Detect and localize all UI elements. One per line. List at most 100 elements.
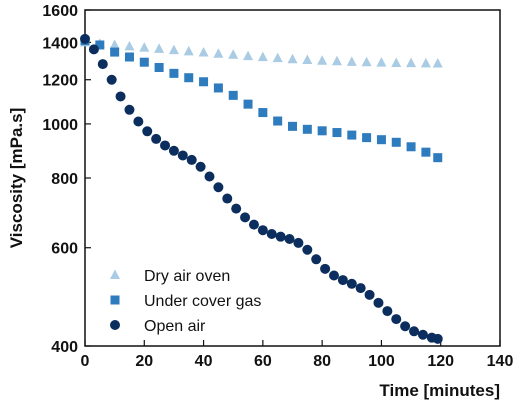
data-point: [433, 153, 443, 163]
data-point: [168, 44, 179, 55]
data-point: [240, 212, 251, 223]
data-point: [382, 306, 393, 317]
data-point: [406, 142, 416, 152]
data-point: [284, 233, 295, 244]
legend: Dry air oven Under cover gas Open air: [110, 268, 261, 335]
legend-marker-dry-air-oven: [110, 269, 120, 279]
data-point: [391, 314, 402, 325]
data-point: [231, 203, 242, 214]
series-under-cover-gas: [80, 36, 443, 163]
data-point: [287, 53, 298, 64]
data-point: [302, 244, 313, 255]
data-point: [320, 263, 331, 274]
data-point: [391, 57, 402, 67]
data-point: [317, 126, 327, 136]
x-tick-label: 0: [81, 353, 90, 370]
data-point: [275, 231, 286, 242]
data-point: [110, 47, 120, 57]
data-point: [420, 57, 431, 68]
x-tick-label: 120: [427, 353, 454, 370]
data-point: [346, 56, 357, 66]
data-point: [154, 63, 164, 73]
data-point: [400, 321, 411, 332]
x-axis-title: Time [minutes]: [379, 381, 500, 400]
data-point: [169, 68, 179, 78]
data-point: [160, 140, 171, 151]
x-tick-label: 20: [135, 353, 153, 370]
data-point: [376, 57, 387, 67]
data-point: [302, 124, 312, 134]
data-point: [311, 254, 322, 265]
data-point: [391, 137, 401, 147]
y-tick-label: 1000: [42, 117, 78, 134]
data-point: [151, 133, 162, 144]
data-point: [421, 147, 431, 157]
data-point: [258, 108, 268, 118]
data-point: [248, 219, 259, 230]
data-point: [184, 73, 194, 83]
data-point: [272, 52, 283, 63]
data-point: [124, 104, 135, 115]
x-tick-label: 80: [313, 353, 331, 370]
data-point: [186, 154, 197, 165]
data-point: [362, 133, 372, 143]
data-point: [139, 42, 150, 52]
data-point: [347, 130, 357, 140]
data-point: [213, 182, 224, 193]
data-point: [124, 40, 135, 51]
data-point: [97, 59, 108, 70]
data-point: [228, 49, 239, 59]
data-point: [133, 116, 144, 127]
data-point: [109, 39, 120, 49]
legend-label-dry-air-oven: Dry air oven: [144, 268, 230, 285]
data-point: [95, 40, 105, 50]
legend-marker-open-air: [110, 320, 120, 330]
data-point: [355, 283, 366, 294]
data-point: [222, 193, 233, 204]
x-tick-label: 140: [487, 353, 514, 370]
data-point: [177, 150, 188, 161]
x-tick-label: 100: [368, 353, 395, 370]
data-point: [213, 48, 224, 58]
y-tick-label: 1200: [42, 73, 78, 90]
data-point: [376, 135, 386, 145]
y-tick-label: 600: [51, 241, 78, 258]
data-point: [293, 237, 304, 248]
data-point: [406, 57, 417, 68]
data-point: [331, 55, 342, 66]
data-point: [302, 54, 313, 64]
data-point: [88, 44, 99, 55]
data-series: [80, 33, 443, 344]
y-tick-label: 1600: [42, 3, 78, 20]
data-point: [142, 126, 153, 137]
data-point: [106, 74, 117, 85]
data-point: [204, 171, 215, 182]
data-point: [432, 333, 443, 344]
data-point: [154, 43, 165, 53]
series-open-air: [80, 33, 443, 344]
data-point: [80, 33, 90, 44]
data-point: [432, 58, 443, 68]
data-point: [266, 228, 277, 239]
data-point: [346, 278, 357, 289]
data-point: [213, 83, 223, 93]
x-tick-label: 40: [195, 353, 213, 370]
legend-marker-under-cover-gas: [110, 295, 120, 305]
data-point: [168, 145, 179, 156]
data-point: [243, 50, 254, 61]
data-point: [115, 91, 126, 102]
data-point: [273, 116, 283, 126]
data-point: [257, 225, 268, 236]
series-dry-air-oven: [80, 36, 443, 68]
axis-ticks: 0 20 40 60 80 100 120 140 400 600 800 1000 1200 1400 1…: [42, 3, 513, 370]
y-tick-label: 400: [51, 339, 78, 356]
data-point: [198, 46, 209, 57]
data-point: [332, 128, 342, 138]
data-point: [139, 57, 149, 67]
data-point: [364, 289, 375, 300]
y-axis-title: Viscosity [mPa.s]: [7, 108, 26, 248]
data-point: [409, 326, 420, 337]
data-point: [183, 45, 194, 56]
data-point: [257, 51, 268, 62]
